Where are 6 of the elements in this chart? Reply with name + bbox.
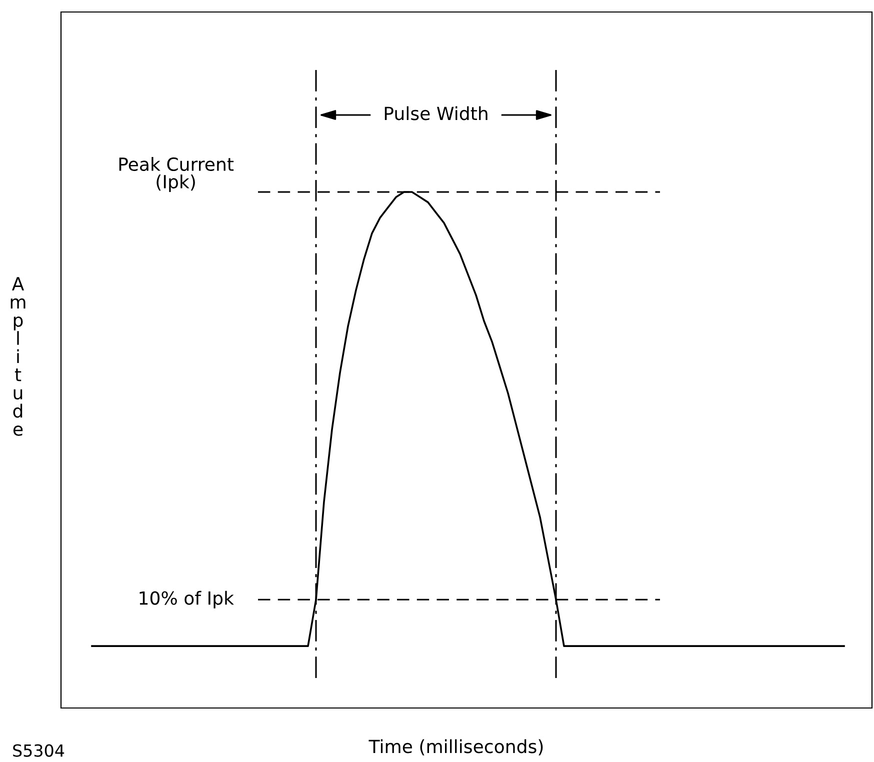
x-axis-title: Time (milliseconds) xyxy=(368,739,543,756)
ref-line-label: 10% of Ipk xyxy=(140,590,234,608)
text: S5304 xyxy=(13,744,64,757)
text: Pulse Width xyxy=(384,106,488,120)
ref-line-label: Peak Current (Ipk) xyxy=(119,157,234,192)
text: Amplitude xyxy=(10,277,26,436)
